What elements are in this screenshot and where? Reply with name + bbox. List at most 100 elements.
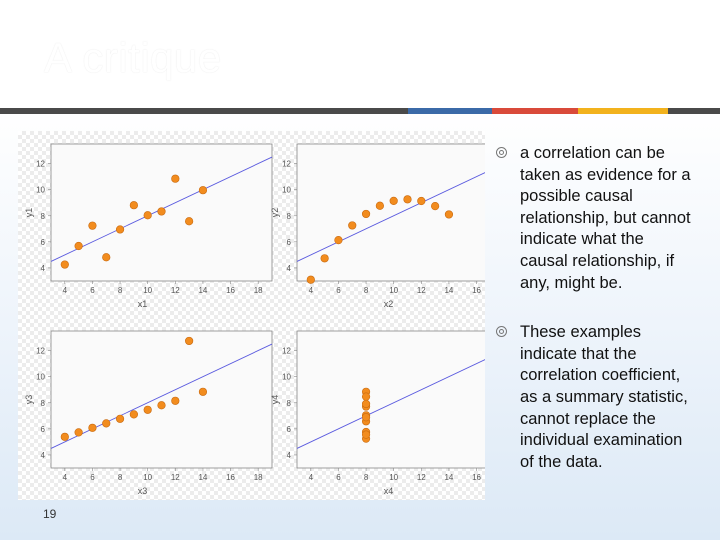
x-tick-label: 16: [472, 286, 481, 295]
data-point: [198, 387, 208, 396]
x-tick-label: 12: [417, 473, 426, 482]
regression-line: [296, 172, 485, 262]
y-tick-label: 8: [41, 212, 46, 221]
bullet-ring-icon: [496, 147, 507, 158]
data-point: [375, 201, 384, 210]
data-point: [88, 423, 97, 432]
data-point: [60, 432, 69, 441]
x-tick-label: 6: [336, 286, 341, 295]
x-tick-label: 6: [90, 473, 95, 482]
data-point: [361, 430, 371, 439]
y-axis-label: y3: [24, 395, 34, 405]
x-tick-label: 14: [444, 473, 453, 482]
x-tick-label: 16: [226, 473, 235, 482]
data-point: [88, 221, 97, 230]
y-tick-label: 4: [41, 451, 46, 460]
y-tick-label: 6: [287, 425, 292, 434]
accent-bar-segment: [0, 108, 408, 114]
anscombe-quartet-figure: 4 6 8 10 12 14 16 18 4 6 8 10 12 x1 y1 4 6 8 10 12 14 16 18 4 6 8…: [18, 131, 485, 500]
regression-line: [296, 359, 485, 449]
y-tick-label: 8: [287, 212, 292, 221]
bullet-ring-icon: [496, 326, 507, 338]
x-tick-label: 4: [309, 286, 314, 295]
accent-bar-segment: [578, 108, 668, 114]
data-point: [157, 401, 166, 410]
y-tick-label: 12: [36, 160, 45, 169]
x-tick-label: 14: [198, 286, 207, 295]
x-tick-label: 4: [309, 473, 314, 482]
y-tick-label: 6: [41, 238, 46, 247]
x-tick-label: 8: [364, 286, 369, 295]
data-point: [129, 201, 138, 210]
data-point: [143, 211, 152, 220]
y-tick-label: 4: [287, 264, 292, 273]
y-tick-label: 12: [36, 347, 45, 356]
scatter-plots-svg: 4 6 8 10 12 14 16 18 4 6 8 10 12 x1 y1 4 6 8 10 12 14 16 18 4 6 8…: [24, 143, 485, 496]
bullet-text: a correlation can be taken as evidence f…: [520, 144, 691, 292]
data-point: [115, 414, 125, 423]
data-point: [361, 413, 371, 422]
x-tick-label: 10: [143, 286, 152, 295]
y-tick-label: 4: [287, 451, 292, 460]
data-point: [348, 221, 357, 230]
data-point: [74, 241, 83, 251]
data-point: [60, 260, 69, 269]
plot-frame: [50, 330, 273, 469]
x-axis-label: x3: [138, 486, 148, 496]
data-point: [171, 174, 180, 183]
slide-title: A critique: [44, 34, 222, 81]
x-tick-label: 12: [171, 473, 180, 482]
data-point: [431, 202, 440, 211]
x-tick-label: 10: [389, 473, 398, 482]
x-axis-label: x2: [384, 299, 394, 309]
data-point: [102, 419, 111, 428]
data-point: [171, 396, 180, 405]
y-axis-label: y1: [24, 208, 34, 218]
y-tick-label: 6: [41, 425, 46, 434]
data-point: [334, 236, 343, 245]
plot-frame: [296, 330, 485, 469]
x-tick-label: 10: [389, 286, 398, 295]
data-point: [198, 186, 208, 195]
x-tick-label: 8: [118, 473, 123, 482]
x-tick-label: 6: [90, 286, 95, 295]
y-tick-label: 10: [36, 186, 45, 195]
data-point: [74, 428, 83, 437]
data-point: [361, 209, 371, 219]
x-tick-label: 10: [143, 473, 152, 482]
data-point: [157, 207, 166, 216]
bullet-item: a correlation can be taken as evidence f…: [496, 143, 696, 294]
data-point: [361, 392, 371, 401]
data-point: [102, 253, 111, 262]
data-point: [320, 254, 329, 263]
x-tick-label: 16: [472, 473, 481, 482]
accent-bar-segment: [668, 108, 720, 114]
y-tick-label: 10: [282, 186, 291, 195]
data-point: [143, 405, 152, 414]
y-tick-label: 8: [287, 399, 292, 408]
x-axis-label: x1: [138, 299, 148, 309]
x-tick-label: 18: [254, 286, 263, 295]
x-tick-label: 4: [63, 473, 68, 482]
data-point: [444, 210, 454, 219]
y-tick-label: 10: [36, 373, 45, 382]
bullet-text: These examples indicate that the correla…: [520, 323, 688, 471]
y-tick-label: 4: [41, 264, 46, 273]
y-tick-label: 10: [282, 373, 291, 382]
data-point: [129, 410, 138, 419]
data-point: [185, 217, 194, 226]
data-point: [403, 195, 412, 204]
x-tick-label: 16: [226, 286, 235, 295]
x-tick-label: 14: [444, 286, 453, 295]
y-tick-label: 6: [287, 238, 292, 247]
x-tick-label: 14: [198, 473, 207, 482]
x-tick-label: 8: [118, 286, 123, 295]
x-tick-label: 4: [63, 286, 68, 295]
data-point: [306, 275, 315, 284]
x-tick-label: 6: [336, 473, 341, 482]
x-tick-label: 8: [364, 473, 369, 482]
data-point: [389, 196, 398, 205]
data-point: [417, 196, 426, 206]
x-tick-label: 12: [417, 286, 426, 295]
y-tick-label: 12: [282, 160, 291, 169]
